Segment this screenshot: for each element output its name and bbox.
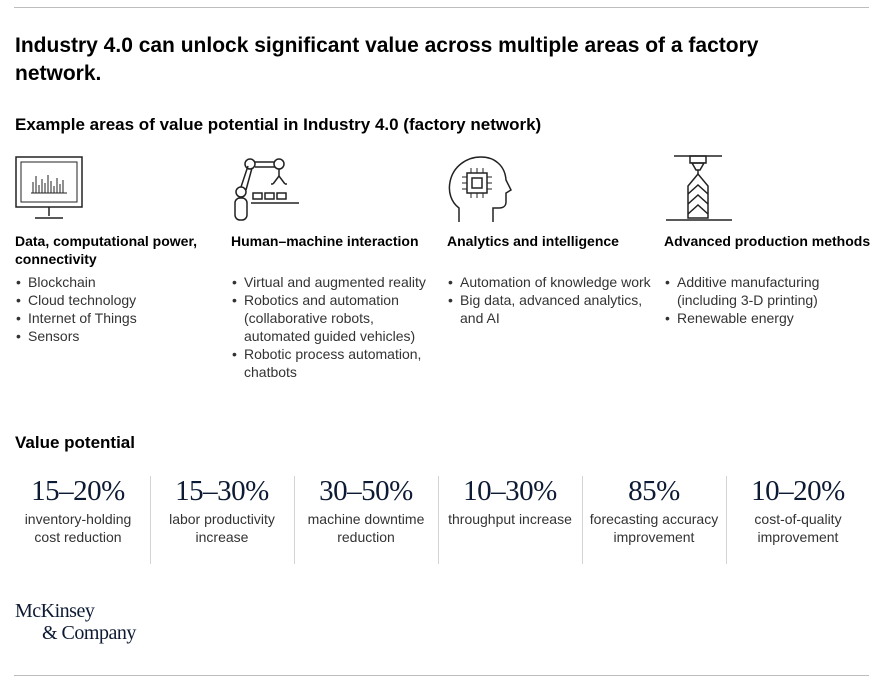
stat-value: 10–30% bbox=[463, 475, 557, 507]
area-list: Additive manufacturing (including 3-D pr… bbox=[664, 273, 869, 327]
stat-value: 30–50% bbox=[319, 475, 413, 507]
list-item: Automation of knowledge work bbox=[447, 273, 652, 291]
list-item: Additive manufacturing (including 3-D pr… bbox=[664, 273, 869, 309]
mckinsey-logo: McKinsey & Company bbox=[15, 600, 136, 644]
stat-label: throughput increase bbox=[448, 511, 572, 527]
stat-quality: 10–20% cost-of-quality improvement bbox=[726, 474, 870, 566]
logo-line-2: & Company bbox=[42, 622, 136, 644]
list-item: Sensors bbox=[15, 327, 220, 345]
stat-downtime: 30–50% machine downtime reduction bbox=[294, 474, 438, 566]
exhibit-subheadline: Example areas of value potential in Indu… bbox=[15, 115, 542, 134]
stat-divider bbox=[726, 476, 727, 564]
list-item: Blockchain bbox=[15, 273, 220, 291]
area-title: Advanced production methods bbox=[664, 233, 871, 249]
stat-label: forecasting accuracy improvement bbox=[589, 511, 719, 545]
stat-forecasting: 85% forecasting accuracy improvement bbox=[582, 474, 726, 566]
stat-divider bbox=[294, 476, 295, 564]
value-potential-label: Value potential bbox=[15, 433, 135, 452]
list-item: Renewable energy bbox=[664, 309, 869, 327]
list-item: Robotic process automation, chatbots bbox=[231, 345, 436, 381]
stat-throughput: 10–30% throughput increase bbox=[438, 474, 582, 566]
list-item: Big data, advanced analytics, and AI bbox=[447, 291, 652, 327]
head-chip-icon bbox=[448, 156, 512, 222]
area-list: Blockchain Cloud technology Internet of … bbox=[15, 273, 220, 345]
monitor-chart-icon bbox=[15, 156, 83, 219]
exhibit-headline: Industry 4.0 can unlock significant valu… bbox=[15, 34, 759, 85]
logo-line-1: McKinsey bbox=[15, 600, 95, 622]
stat-value: 10–20% bbox=[751, 475, 845, 507]
stat-label: machine downtime reduction bbox=[307, 511, 425, 545]
area-list: Virtual and augmented reality Robotics a… bbox=[231, 273, 436, 381]
bottom-rule bbox=[14, 675, 869, 676]
stat-label: inventory-holding cost reduction bbox=[24, 511, 132, 545]
top-rule bbox=[14, 7, 869, 8]
value-stats: 15–20% inventory-holding cost reduction … bbox=[6, 474, 870, 566]
stat-divider bbox=[582, 476, 583, 564]
stat-labor: 15–30% labor productivity increase bbox=[150, 474, 294, 566]
list-item: Virtual and augmented reality bbox=[231, 273, 436, 291]
3d-printer-icon bbox=[666, 155, 732, 221]
stat-label: cost-of-quality improvement bbox=[754, 511, 842, 545]
stat-value: 15–20% bbox=[31, 475, 125, 507]
value-areas: Data, computational power, connectivity … bbox=[15, 154, 875, 414]
list-item: Robotics and automation (collaborative r… bbox=[231, 291, 436, 345]
stat-divider bbox=[438, 476, 439, 564]
area-title: Analytics and intelligence bbox=[447, 233, 619, 249]
stat-value: 15–30% bbox=[175, 475, 269, 507]
stat-inventory: 15–20% inventory-holding cost reduction bbox=[6, 474, 150, 566]
stat-value: 85% bbox=[628, 475, 680, 507]
stat-label: labor productivity increase bbox=[169, 511, 275, 545]
list-item: Internet of Things bbox=[15, 309, 220, 327]
robot-arm-icon bbox=[234, 158, 299, 221]
stat-divider bbox=[150, 476, 151, 564]
area-list: Automation of knowledge work Big data, a… bbox=[447, 273, 652, 327]
area-title: Human–machine interaction bbox=[231, 233, 419, 249]
list-item: Cloud technology bbox=[15, 291, 220, 309]
area-title: Data, computational power, connectivity bbox=[15, 233, 198, 267]
